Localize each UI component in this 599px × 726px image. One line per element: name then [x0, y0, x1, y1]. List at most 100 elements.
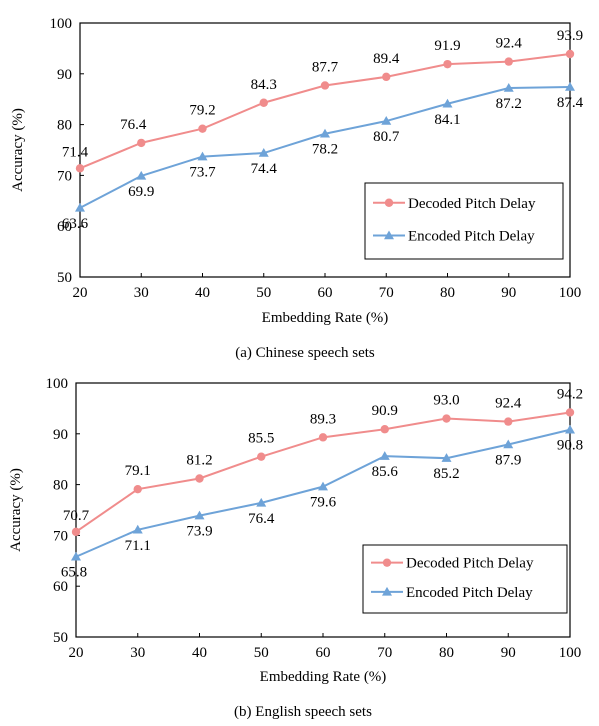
x-tick-label: 50	[254, 645, 269, 661]
legend-label: Decoded Pitch Delay	[406, 556, 534, 572]
data-point	[71, 527, 81, 537]
data-point	[382, 72, 391, 82]
series-decoded: 70.7 79.1 81.2 85.5 89.3 90.9 93.0 92.4 94.2	[63, 386, 583, 537]
legend-box	[364, 182, 564, 260]
y-tick-label: 100	[50, 16, 73, 32]
data-point	[504, 57, 513, 66]
data-point	[75, 202, 85, 212]
data-point	[195, 474, 204, 483]
y-tick-label: 70	[57, 168, 72, 184]
x-tick-label: 30	[134, 285, 149, 301]
data-point	[71, 551, 81, 561]
y-tick-label: 50	[57, 270, 72, 286]
data-point	[565, 408, 575, 417]
data-label: 91.9	[434, 38, 460, 54]
data-point	[318, 433, 328, 442]
data-point	[133, 484, 142, 494]
figure-caption: (b) English speech sets	[234, 704, 372, 720]
figure-caption: (a) Chinese speech sets	[235, 345, 375, 361]
data-point	[198, 124, 207, 133]
data-label: 74.4	[251, 161, 278, 177]
y-tick-label: 60	[53, 579, 68, 595]
data-label: 92.4	[496, 36, 523, 52]
data-label: 73.9	[186, 524, 212, 540]
data-point	[318, 481, 328, 491]
data-point	[256, 497, 267, 507]
y-axis-label: Accuracy (%)	[8, 468, 24, 552]
data-label: 89.4	[373, 51, 400, 67]
chart-b: 50 60 70 80 90 100 20 30 40 50 60 70 80 90 100 Embeddin…	[8, 376, 583, 720]
data-point	[442, 98, 453, 108]
data-point	[565, 424, 575, 434]
data-label: 80.7	[373, 129, 400, 145]
y-tick-label: 70	[53, 528, 68, 544]
y-axis-label: Accuracy (%)	[10, 108, 26, 192]
x-tick-label: 80	[439, 645, 454, 661]
data-label: 81.2	[186, 453, 212, 469]
data-point	[258, 148, 269, 157]
data-label: 85.2	[433, 466, 459, 482]
x-axis-label: Embedding Rate (%)	[260, 669, 387, 685]
chart-a: 50 60 70 80 90 100 20 30 40 50 60 70 80 90 100 Embeddin…	[10, 16, 584, 361]
legend-label: Encoded Pitch Delay	[408, 228, 535, 244]
data-point	[320, 128, 330, 138]
data-point	[132, 524, 143, 534]
data-label: 94.2	[557, 386, 583, 402]
data-label: 87.2	[496, 96, 522, 112]
legend-marker	[382, 558, 392, 567]
y-tick-label: 50	[53, 630, 68, 646]
data-label: 69.9	[128, 184, 154, 200]
data-point	[504, 417, 513, 426]
x-tick-label: 40	[195, 285, 210, 301]
data-point	[565, 49, 575, 59]
data-label: 93.0	[433, 393, 459, 409]
x-tick-label: 60	[318, 285, 333, 301]
x-tick-label: 60	[316, 645, 331, 661]
series-decoded: 71.4 76.4 79.2 84.3 87.7 89.4 91.9 92.4 93.9	[62, 28, 583, 173]
x-tick-label: 90	[501, 645, 516, 661]
y-tick-label: 90	[57, 67, 72, 83]
data-label: 93.9	[557, 28, 583, 44]
legend-box	[362, 544, 568, 614]
legend-marker	[384, 198, 394, 207]
data-point	[137, 138, 146, 148]
data-label: 79.6	[310, 495, 337, 511]
data-point	[194, 510, 205, 520]
data-label: 70.7	[63, 508, 90, 524]
data-point	[259, 98, 268, 107]
data-label: 87.7	[312, 59, 339, 75]
x-tick-label: 20	[69, 645, 84, 661]
data-label: 71.4	[62, 144, 89, 160]
y-tick-label: 60	[57, 219, 72, 235]
series-encoded: 63.6 69.9 73.7 74.4 78.2 80.7 84.1 87.2 87.4	[62, 82, 584, 232]
data-label: 76.4	[248, 511, 275, 527]
y-tick-label: 100	[46, 376, 69, 392]
legend: Decoded Pitch Delay Encoded Pitch Delay	[362, 544, 568, 614]
x-tick-label: 90	[501, 285, 516, 301]
data-label: 79.1	[125, 463, 151, 479]
legend-marker	[384, 230, 394, 240]
data-point	[442, 414, 451, 423]
y-tick-label: 80	[53, 478, 68, 494]
data-label: 76.4	[120, 117, 147, 133]
x-tick-label: 20	[73, 285, 88, 301]
data-point	[380, 425, 389, 434]
data-label: 90.8	[557, 438, 583, 454]
data-point	[136, 170, 147, 180]
legend: Decoded Pitch Delay Encoded Pitch Delay	[364, 182, 564, 260]
x-tick-label: 70	[379, 285, 394, 301]
y-tick-label: 90	[53, 427, 68, 443]
series-encoded: 65.8 71.1 73.9 76.4 79.6 85.6 85.2 87.9 90.8	[61, 424, 583, 581]
data-point	[565, 82, 575, 91]
data-point	[75, 164, 85, 173]
data-label: 90.9	[372, 403, 398, 419]
x-tick-label: 40	[192, 645, 207, 661]
data-label: 87.4	[557, 95, 584, 111]
x-tick-label: 70	[377, 645, 392, 661]
data-label: 89.3	[310, 411, 336, 427]
x-tick-label: 100	[559, 285, 582, 301]
x-tick-label: 100	[559, 645, 582, 661]
legend-marker	[382, 586, 392, 596]
data-label: 73.7	[189, 165, 216, 181]
